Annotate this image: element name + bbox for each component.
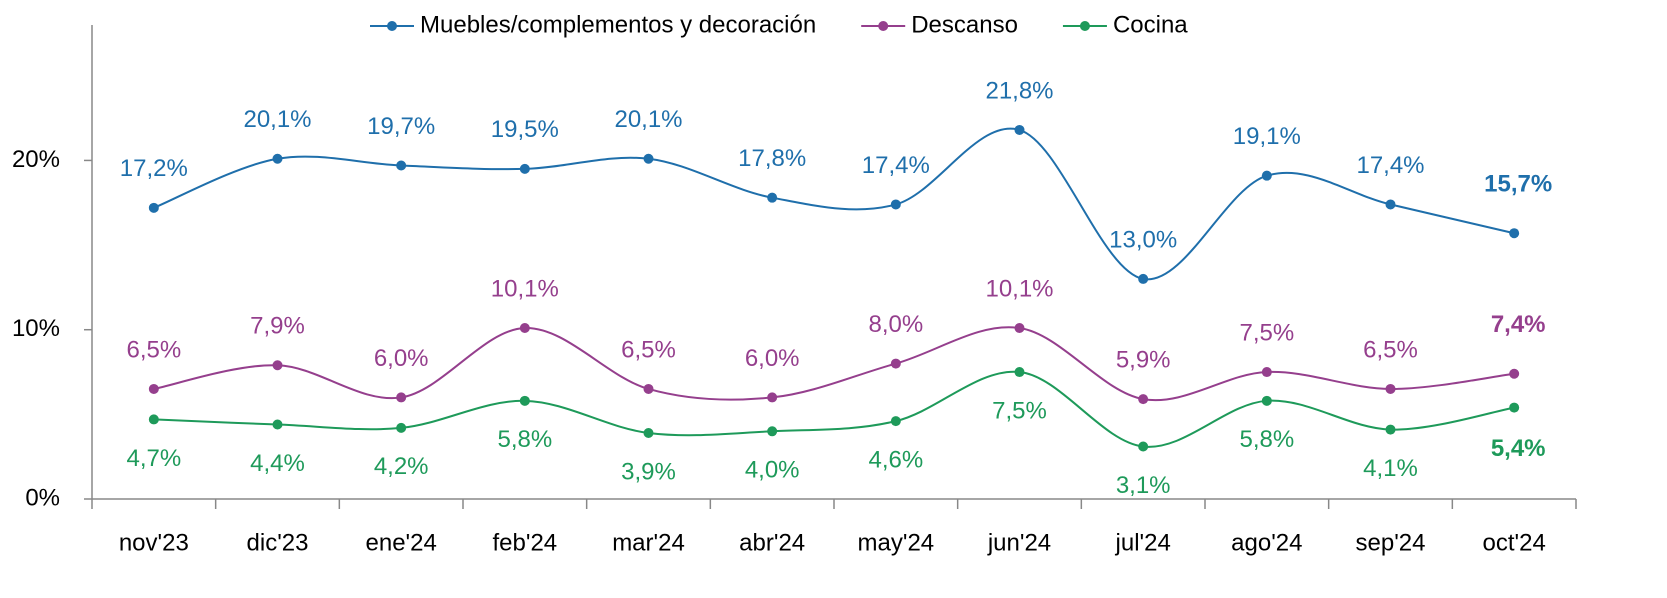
data-point (148, 414, 159, 425)
x-tick-label: dic'23 (247, 529, 309, 556)
x-tick-label: sep'24 (1356, 529, 1426, 556)
data-label: 19,7% (367, 113, 435, 140)
data-point (1509, 402, 1520, 413)
legend-marker (387, 21, 397, 31)
data-point (767, 392, 778, 403)
data-label: 4,1% (1363, 455, 1418, 482)
data-point (272, 419, 283, 430)
data-point (767, 192, 778, 203)
legend-label: Descanso (911, 11, 1018, 38)
data-point (890, 199, 901, 210)
data-label: 5,4% (1491, 435, 1546, 462)
data-label: 17,2% (120, 155, 188, 182)
data-point (1385, 199, 1396, 210)
data-label: 4,6% (868, 446, 923, 473)
data-label: 7,5% (1239, 319, 1294, 346)
legend-marker (878, 21, 889, 31)
x-tick-label: mar'24 (612, 529, 685, 556)
data-point (519, 323, 530, 334)
x-tick-label: jun'24 (987, 529, 1051, 556)
series-line (153, 326, 1515, 402)
data-point (643, 153, 654, 164)
data-point (1385, 383, 1396, 394)
data-label: 20,1% (614, 106, 682, 133)
data-label: 3,9% (621, 458, 676, 485)
data-point (396, 422, 407, 433)
legend-marker (1079, 21, 1090, 31)
x-tick-label: feb'24 (493, 529, 558, 556)
x-tick-label: may'24 (858, 529, 935, 556)
data-point (767, 426, 778, 437)
x-tick-label: ago'24 (1231, 529, 1302, 556)
data-point (148, 202, 159, 213)
data-label: 15,7% (1484, 171, 1552, 198)
data-point (1014, 367, 1025, 378)
data-label: 5,8% (497, 426, 552, 453)
data-label: 7,4% (1491, 311, 1546, 338)
data-label: 4,4% (250, 450, 305, 477)
data-label: 19,5% (491, 116, 559, 143)
data-point (272, 153, 283, 164)
data-label: 17,8% (738, 145, 806, 172)
data-point (1509, 368, 1520, 379)
series-line (153, 127, 1515, 281)
data-point (1261, 170, 1272, 181)
data-point (519, 395, 530, 406)
data-label: 6,0% (745, 345, 800, 372)
data-label: 5,8% (1239, 426, 1294, 453)
data-point (1509, 228, 1520, 239)
x-tick-label: ene'24 (366, 529, 437, 556)
data-label: 3,1% (1116, 472, 1171, 499)
y-tick-label: 20% (12, 146, 60, 173)
data-label: 17,4% (1356, 152, 1424, 179)
x-tick-label: abr'24 (739, 529, 805, 556)
data-point (643, 383, 654, 394)
data-label: 4,7% (126, 445, 181, 472)
data-label: 6,0% (374, 345, 429, 372)
x-tick-label: jul'24 (1115, 529, 1171, 556)
data-label: 19,1% (1233, 123, 1301, 150)
data-point (1385, 424, 1396, 435)
data-label: 7,9% (250, 313, 305, 340)
data-point (148, 383, 159, 394)
data-point (890, 416, 901, 427)
y-tick-label: 0% (25, 484, 60, 511)
data-point (1014, 124, 1025, 135)
data-point (890, 358, 901, 369)
data-point (519, 163, 530, 174)
legend-label: Muebles/complementos y decoración (420, 11, 816, 38)
data-point (1261, 395, 1272, 406)
data-label: 17,4% (862, 152, 930, 179)
data-label: 21,8% (985, 77, 1053, 104)
data-label: 8,0% (868, 311, 923, 338)
x-tick-label: oct'24 (1483, 529, 1546, 556)
y-tick-label: 10% (12, 315, 60, 342)
data-point (396, 160, 407, 171)
data-point (643, 427, 654, 438)
data-label: 4,0% (745, 457, 800, 484)
data-label: 6,5% (1363, 336, 1418, 363)
data-point (1138, 441, 1149, 452)
data-label: 4,2% (374, 453, 429, 480)
data-label: 20,1% (243, 106, 311, 133)
series-line (153, 370, 1515, 448)
data-label: 10,1% (985, 275, 1053, 302)
data-point (396, 392, 407, 403)
data-label: 6,5% (126, 336, 181, 363)
data-point (1138, 394, 1149, 405)
data-point (1014, 323, 1025, 334)
data-label: 13,0% (1109, 226, 1177, 253)
data-label: 5,9% (1116, 346, 1171, 373)
data-point (272, 360, 283, 371)
data-point (1138, 273, 1149, 284)
data-label: 10,1% (491, 275, 559, 302)
data-label: 6,5% (621, 336, 676, 363)
legend-label: Cocina (1113, 11, 1188, 38)
data-label: 7,5% (992, 397, 1047, 424)
data-point (1261, 367, 1272, 378)
x-tick-label: nov'23 (119, 529, 189, 556)
